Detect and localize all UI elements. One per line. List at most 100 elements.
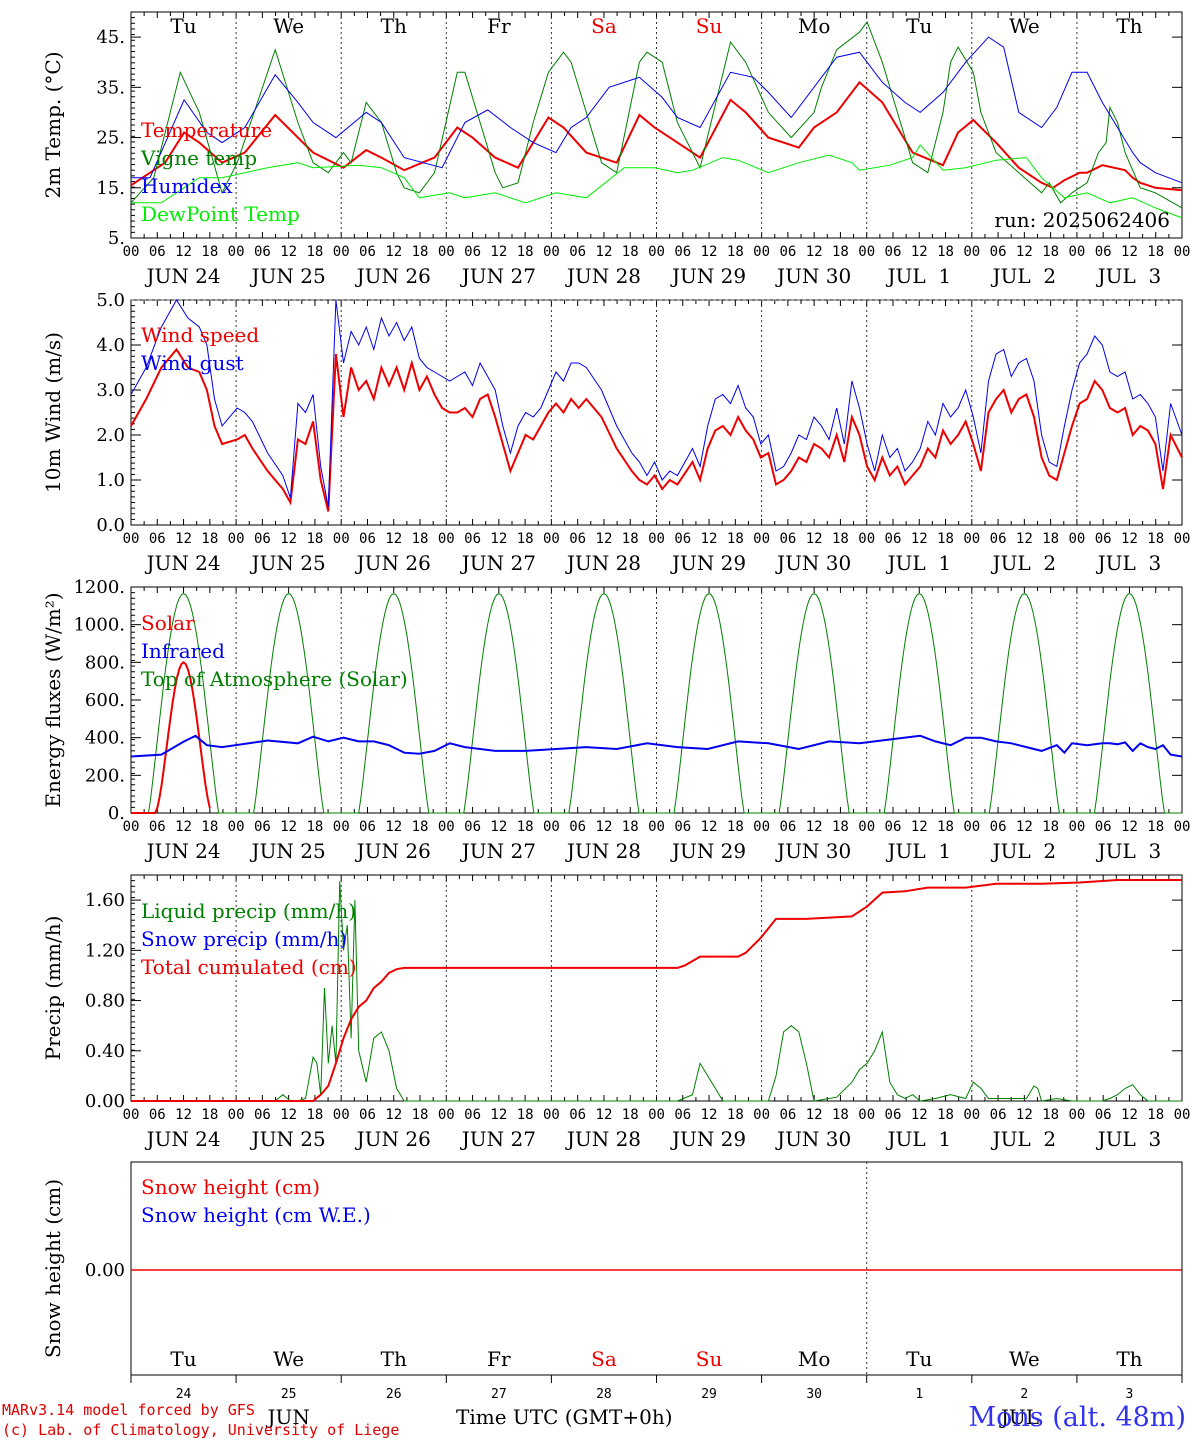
date-label: JUN 25 xyxy=(250,264,326,288)
hour-tick-label: 00 xyxy=(858,819,875,835)
y-tick-label: 1000. xyxy=(73,615,125,636)
y-tick-label: 1.20 xyxy=(85,940,125,961)
hour-tick-label: 06 xyxy=(149,244,166,260)
date-label: JUN 30 xyxy=(775,264,851,288)
hour-tick-label: 06 xyxy=(359,1107,376,1123)
y-axis-title: Energy fluxes (W/m²) xyxy=(41,592,65,807)
hour-tick-label: 18 xyxy=(937,531,954,547)
y-tick-label: 0. xyxy=(108,803,125,824)
hour-tick-label: 12 xyxy=(1121,244,1138,260)
panel-frame-3 xyxy=(130,586,1183,814)
hour-tick-label: 00 xyxy=(1174,1107,1191,1123)
hour-tick-label: 06 xyxy=(254,531,271,547)
hour-tick-label: 12 xyxy=(701,1107,718,1123)
hour-tick-label: 18 xyxy=(622,819,639,835)
hour-tick-label: 06 xyxy=(674,1107,691,1123)
series-total-cumulated-cm- xyxy=(131,879,1182,1102)
hour-tick-label: 00 xyxy=(123,244,140,260)
hour-tick-label: 12 xyxy=(806,1107,823,1123)
y-tick-label: 1200. xyxy=(73,577,125,598)
hour-tick-label: 12 xyxy=(490,531,507,547)
hour-tick-label: 06 xyxy=(464,819,481,835)
series-solar xyxy=(131,660,211,814)
hour-tick-label: 18 xyxy=(727,1107,744,1123)
y-tick-label: 200. xyxy=(85,765,125,786)
hour-tick-label: 18 xyxy=(937,819,954,835)
date-label: JUN 27 xyxy=(460,551,536,575)
hour-tick-label: 06 xyxy=(149,819,166,835)
hour-tick-label: 06 xyxy=(885,531,902,547)
date-label: JUL 1 xyxy=(885,839,951,863)
hour-tick-label: 18 xyxy=(832,244,849,260)
hour-tick-label: 00 xyxy=(333,1107,350,1123)
hour-tick-label: 00 xyxy=(1068,819,1085,835)
date-label: JUN 29 xyxy=(670,551,746,575)
hour-tick-label: 06 xyxy=(569,244,586,260)
hour-tick-label: 18 xyxy=(306,819,323,835)
date-label: JUL 3 xyxy=(1096,264,1162,288)
hour-tick-label: 12 xyxy=(806,244,823,260)
date-label: JUN 28 xyxy=(565,264,641,288)
hour-tick-label: 06 xyxy=(990,531,1007,547)
y-tick-label: 15. xyxy=(96,178,125,199)
hour-tick-label: 06 xyxy=(674,531,691,547)
hour-tick-label: 18 xyxy=(937,1107,954,1123)
model-line: MARv3.14 model forced by GFS xyxy=(2,1401,255,1419)
hour-tick-label: 12 xyxy=(1016,819,1033,835)
hour-tick-label: 06 xyxy=(254,819,271,835)
hour-tick-label: 00 xyxy=(753,531,770,547)
model-credit: MARv3.14 model forced by GFS (c) Lab. of… xyxy=(2,1400,399,1440)
date-label: JUN 28 xyxy=(565,839,641,863)
weekday-label: Fr xyxy=(487,1347,511,1371)
hour-tick-label: 00 xyxy=(543,531,560,547)
date-label: JUL 1 xyxy=(885,551,951,575)
y-tick-label: 25. xyxy=(96,128,125,149)
hour-tick-label: 12 xyxy=(175,531,192,547)
x-axis-title: Time UTC (GMT+0h) xyxy=(456,1405,673,1429)
hour-tick-label: 06 xyxy=(464,531,481,547)
weekday-label: Sa xyxy=(591,14,617,38)
legend-entry: DewPoint Temp xyxy=(141,202,300,226)
date-label: JUN 24 xyxy=(144,1127,220,1151)
hour-tick-label: 12 xyxy=(806,531,823,547)
weekday-label: Tu xyxy=(906,14,932,38)
hour-tick-label: 18 xyxy=(517,819,534,835)
hour-tick-label: 06 xyxy=(779,819,796,835)
weekday-label: Su xyxy=(696,14,723,38)
date-label: JUL 3 xyxy=(1096,839,1162,863)
date-label: JUL 2 xyxy=(991,1127,1057,1151)
hour-tick-label: 18 xyxy=(622,244,639,260)
hour-tick-label: 06 xyxy=(885,819,902,835)
hour-tick-label: 00 xyxy=(648,1107,665,1123)
hour-tick-label: 06 xyxy=(569,1107,586,1123)
hour-tick-label: 12 xyxy=(175,244,192,260)
day-number: 24 xyxy=(176,1387,192,1402)
hour-tick-label: 06 xyxy=(779,531,796,547)
hour-tick-label: 00 xyxy=(543,819,560,835)
hour-tick-label: 18 xyxy=(1042,244,1059,260)
hour-tick-label: 00 xyxy=(333,819,350,835)
hour-tick-label: 12 xyxy=(1016,244,1033,260)
hour-tick-label: 12 xyxy=(806,819,823,835)
weekday-label: Su xyxy=(696,1347,723,1371)
hour-tick-label: 06 xyxy=(674,819,691,835)
date-label: JUN 25 xyxy=(250,839,326,863)
date-label: JUN 30 xyxy=(775,1127,851,1151)
hour-tick-label: 06 xyxy=(1095,819,1112,835)
y-tick-label: 0.00 xyxy=(85,1260,125,1281)
hour-tick-label: 00 xyxy=(858,244,875,260)
hour-tick-label: 12 xyxy=(701,531,718,547)
hour-tick-label: 00 xyxy=(858,1107,875,1123)
hour-tick-label: 18 xyxy=(1147,1107,1164,1123)
hour-tick-label: 06 xyxy=(149,531,166,547)
hour-tick-label: 12 xyxy=(490,244,507,260)
hour-tick-label: 06 xyxy=(359,531,376,547)
date-label: JUL 2 xyxy=(991,264,1057,288)
legend-entry: Wind speed xyxy=(141,323,259,347)
weekday-label: We xyxy=(273,14,304,38)
hour-tick-label: 06 xyxy=(990,819,1007,835)
hour-tick-label: 18 xyxy=(201,1107,218,1123)
hour-tick-label: 12 xyxy=(911,819,928,835)
hour-tick-label: 06 xyxy=(1095,531,1112,547)
date-label: JUL 2 xyxy=(991,839,1057,863)
